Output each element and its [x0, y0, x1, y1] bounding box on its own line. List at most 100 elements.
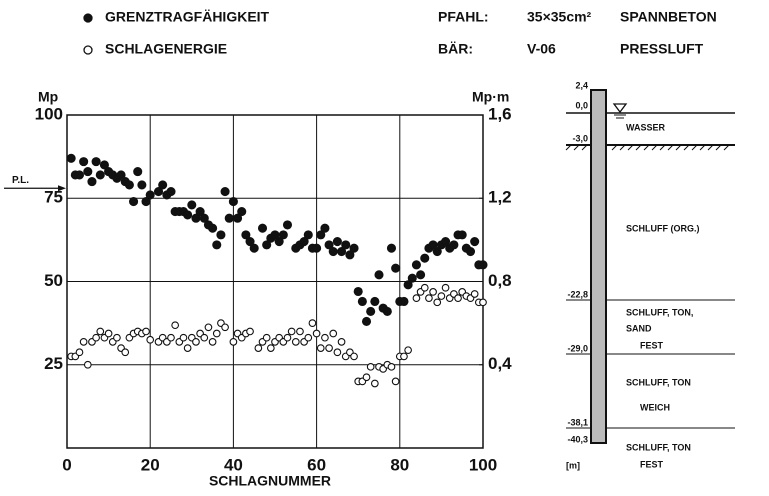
data-point: [278, 230, 288, 240]
data-point: [308, 319, 317, 327]
data-point: [325, 344, 333, 352]
data-point: [437, 292, 446, 300]
data-point: [433, 298, 442, 307]
data-point: [192, 338, 200, 346]
layer-label: SAND: [626, 323, 652, 333]
data-point: [200, 333, 209, 342]
data-point: [104, 329, 113, 338]
pile-info: SPANNBETON: [620, 9, 717, 25]
y-tick-label: 100: [35, 104, 63, 123]
data-point: [470, 236, 480, 247]
data-point: [465, 246, 476, 257]
pile: [590, 89, 607, 444]
y2-tick-label: 1,2: [488, 188, 512, 207]
data-point: [420, 283, 429, 292]
legend-marker: [83, 45, 93, 55]
data-point: [266, 344, 275, 352]
data-point: [441, 236, 451, 247]
data-point: [141, 197, 151, 207]
y2-tick-label: 0,8: [488, 271, 512, 290]
data-point: [262, 333, 271, 342]
data-point: [349, 243, 359, 253]
data-point: [124, 180, 134, 190]
data-point: [457, 230, 467, 240]
layer-label: WEICH: [640, 402, 670, 412]
annotation: P.L.: [12, 175, 29, 186]
data-point: [287, 327, 296, 336]
data-point: [333, 348, 342, 357]
data-point: [441, 283, 450, 292]
pile-info: 35×35cm²: [527, 9, 592, 25]
data-point: [83, 167, 93, 177]
profile-drawing: [565, 89, 735, 444]
data-point: [282, 220, 293, 230]
y2-axis-label: Mp·m: [472, 89, 509, 105]
data-point: [229, 338, 238, 346]
x-axis-label: SCHLAGNUMMER: [209, 473, 331, 489]
data-point: [262, 240, 272, 250]
data-point: [79, 157, 89, 167]
layer-label: SCHLUFF, TON: [626, 442, 691, 452]
data-point: [404, 346, 412, 355]
data-point: [316, 344, 325, 352]
data-point: [249, 243, 259, 253]
data-point: [208, 223, 218, 233]
data-point: [167, 333, 175, 342]
depth-label: -40,3: [567, 434, 588, 444]
data-point: [370, 379, 379, 388]
data-point: [432, 246, 442, 257]
ground-hatch: [565, 144, 730, 151]
data-point: [204, 323, 213, 332]
data-point: [66, 153, 76, 163]
data-point: [291, 338, 300, 346]
layer-label: SCHLUFF, TON: [626, 377, 691, 387]
data-point: [95, 170, 105, 180]
data-point: [187, 200, 197, 210]
data-point: [362, 373, 371, 382]
depth-label: 0,0: [575, 100, 588, 110]
x-tick-label: 80: [390, 455, 409, 474]
data-point: [208, 338, 217, 346]
data-point: [199, 213, 209, 223]
data-point: [233, 213, 243, 223]
data-point: [83, 360, 92, 369]
data-point: [257, 223, 268, 233]
data-point: [366, 306, 376, 317]
data-point: [133, 167, 143, 177]
data-point: [321, 333, 329, 342]
data-point: [171, 321, 180, 330]
x-tick-label: 100: [469, 455, 497, 474]
data-point: [113, 333, 121, 342]
x-tick-label: 20: [141, 455, 160, 474]
data-point: [145, 190, 155, 200]
data-point: [454, 294, 462, 303]
data-point: [411, 260, 421, 270]
data-point: [212, 329, 221, 338]
data-point: [246, 327, 254, 336]
data-point: [479, 298, 487, 307]
data-point: [245, 236, 255, 247]
data-point: [324, 240, 334, 250]
x-tick-label: 60: [307, 455, 326, 474]
data-point: [121, 348, 130, 357]
data-point: [221, 323, 229, 332]
legend-label: GRENZTRAGFÄHIGKEIT: [105, 9, 270, 25]
data-point: [449, 240, 459, 250]
pile-info: PFAHL:: [438, 9, 489, 25]
data-point: [224, 213, 234, 223]
data-point: [137, 180, 147, 190]
data-point: [329, 329, 338, 338]
y-tick-label: 50: [44, 271, 63, 290]
data-point: [283, 333, 292, 342]
layer-label: FEST: [640, 340, 664, 350]
data-point: [425, 294, 433, 303]
depth-unit: [m]: [566, 460, 580, 470]
data-point: [412, 294, 421, 303]
data-point: [142, 327, 150, 336]
water-symbol: [612, 103, 628, 114]
legend-label: SCHLAGENERGIE: [105, 41, 227, 57]
data-point: [241, 230, 251, 240]
data-point: [299, 236, 309, 247]
data-point: [337, 246, 347, 257]
data-point: [304, 333, 313, 342]
